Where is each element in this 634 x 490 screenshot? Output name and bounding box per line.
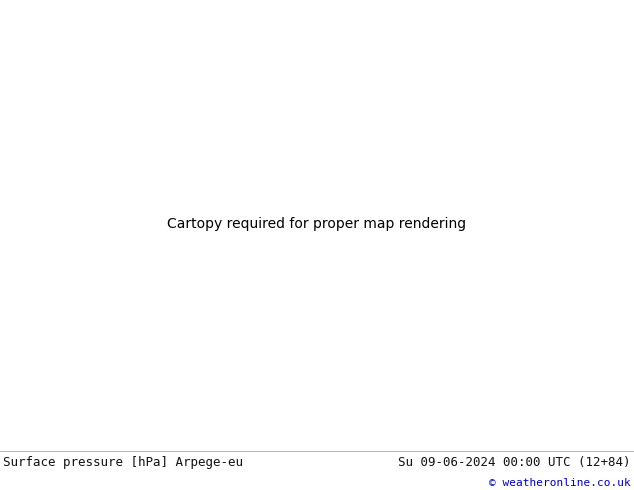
Text: © weatheronline.co.uk: © weatheronline.co.uk bbox=[489, 478, 631, 488]
Text: Cartopy required for proper map rendering: Cartopy required for proper map renderin… bbox=[167, 217, 467, 231]
Text: Surface pressure [hPa] Arpege-eu: Surface pressure [hPa] Arpege-eu bbox=[3, 456, 243, 469]
Text: Su 09-06-2024 00:00 UTC (12+84): Su 09-06-2024 00:00 UTC (12+84) bbox=[398, 456, 631, 469]
